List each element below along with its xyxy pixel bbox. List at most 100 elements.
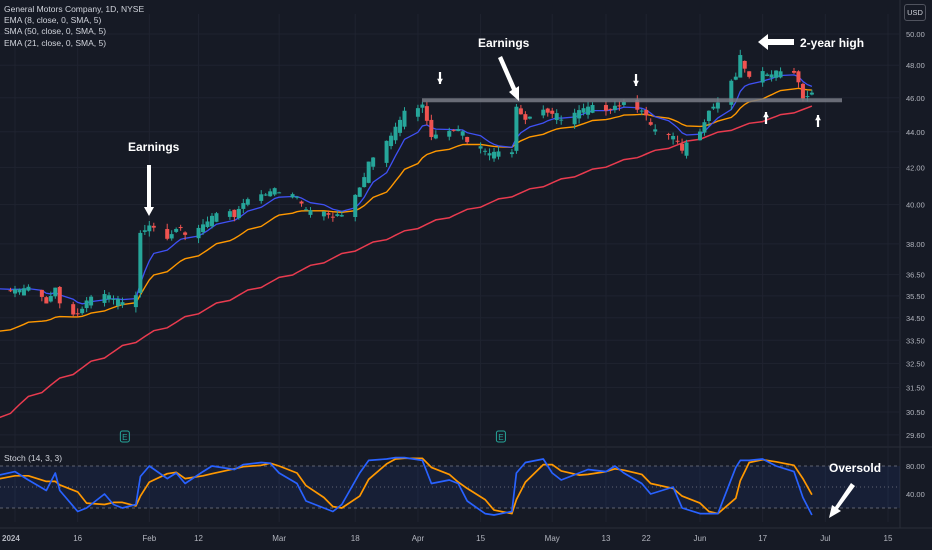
- annotation-oversold: Oversold: [829, 461, 881, 475]
- candle-body: [245, 199, 250, 205]
- candle-body: [415, 108, 420, 117]
- candle-body: [71, 304, 76, 315]
- candle-body: [550, 110, 555, 114]
- candle-body: [559, 119, 564, 121]
- candle-body: [362, 177, 367, 188]
- ema21-line: [0, 87, 812, 332]
- candle-body: [272, 188, 277, 195]
- candle-body: [241, 203, 246, 209]
- time-tick-label: Jul: [820, 534, 830, 543]
- earnings-marker: [495, 430, 506, 443]
- earnings-marker-label: E: [122, 433, 127, 442]
- candle-body: [57, 286, 62, 304]
- price-tick-label: 31.50: [906, 383, 925, 392]
- candle-body: [48, 296, 53, 302]
- price-tick-label: 34.50: [906, 314, 925, 323]
- candles-group: [8, 49, 814, 317]
- price-tick-label: 32.50: [906, 359, 925, 368]
- candle-body: [304, 209, 308, 211]
- earnings-marker: [119, 430, 130, 443]
- time-tick-label: 15: [884, 534, 893, 543]
- time-tick-label: 15: [476, 534, 485, 543]
- candle-body: [671, 135, 676, 140]
- candle-body: [102, 294, 107, 303]
- candle-body: [675, 140, 680, 142]
- candle-body: [800, 83, 805, 99]
- legend-ema21: EMA (21, close, 0, SMA, 5): [4, 37, 107, 48]
- annotation-down-arrow-apr-head: [437, 78, 443, 84]
- candle-body: [586, 106, 591, 115]
- time-tick-label: 2024: [2, 534, 20, 543]
- candle-body: [75, 313, 80, 315]
- time-tick-label: 12: [194, 534, 203, 543]
- candle-body: [742, 60, 747, 69]
- currency-button[interactable]: USD: [904, 4, 926, 21]
- candle-body: [612, 105, 617, 111]
- candle-body: [733, 76, 738, 80]
- candle-body: [371, 157, 376, 167]
- candle-body: [523, 114, 528, 120]
- chart-legend: General Motors Company, 1D, NYSE EMA (8,…: [4, 4, 144, 49]
- candle-body: [424, 106, 429, 121]
- candle-body: [420, 104, 425, 108]
- candle-body: [147, 225, 152, 232]
- candle-body: [214, 213, 219, 222]
- candle-body: [277, 192, 282, 194]
- candle-body: [765, 74, 770, 76]
- price-tick-label: 46.00: [906, 94, 925, 103]
- candle-body: [451, 129, 456, 131]
- candle-body: [483, 150, 488, 152]
- annotation-earnings-1: Earnings: [128, 140, 180, 154]
- candle-body: [791, 70, 796, 73]
- candle-body: [514, 106, 519, 151]
- time-tick-label: 22: [642, 534, 651, 543]
- time-tick-label: Mar: [272, 534, 286, 543]
- candle-body: [577, 110, 582, 119]
- candle-body: [635, 99, 640, 110]
- annotation-2yr-high-arrow: [758, 34, 794, 50]
- candle-body: [648, 122, 653, 125]
- candle-body: [236, 208, 241, 219]
- candle-body: [299, 201, 304, 204]
- candle-body: [21, 288, 26, 296]
- candle-body: [684, 142, 689, 156]
- candle-body: [496, 151, 501, 157]
- candle-body: [778, 71, 783, 78]
- resistance-line: [422, 98, 842, 103]
- candle-body: [644, 109, 649, 116]
- candle-body: [518, 108, 523, 115]
- candle-body: [702, 122, 707, 133]
- candle-body: [433, 134, 438, 139]
- stoch-band: [0, 466, 900, 508]
- candle-body: [447, 130, 452, 137]
- candle-body: [151, 225, 156, 228]
- candle-body: [509, 152, 514, 155]
- candle-body: [809, 92, 814, 95]
- candle-body: [39, 289, 44, 297]
- candle-body: [339, 215, 344, 217]
- time-tick-label: 16: [73, 534, 82, 543]
- candle-body: [429, 119, 434, 137]
- price-tick-label: 44.00: [906, 128, 925, 137]
- candle-body: [590, 105, 595, 113]
- annotation-up-arrow-jun-head: [763, 112, 769, 118]
- legend-title: General Motors Company, 1D, NYSE: [4, 4, 145, 14]
- candle-body: [706, 110, 711, 121]
- candle-body: [115, 299, 120, 306]
- candle-body: [142, 230, 147, 232]
- candle-body: [456, 129, 461, 132]
- candle-body: [478, 146, 483, 149]
- candle-body: [384, 140, 389, 163]
- candle-body: [8, 290, 13, 292]
- candle-body: [715, 102, 720, 109]
- candle-body: [402, 110, 407, 127]
- candle-body: [183, 232, 188, 235]
- candle-body: [133, 295, 138, 308]
- candle-body: [290, 194, 295, 198]
- candle-body: [169, 234, 174, 239]
- candle-body: [165, 229, 170, 239]
- candle-body: [178, 227, 183, 229]
- annotation-up-arrow-late-jun-head: [815, 115, 821, 121]
- candle-body: [13, 289, 17, 294]
